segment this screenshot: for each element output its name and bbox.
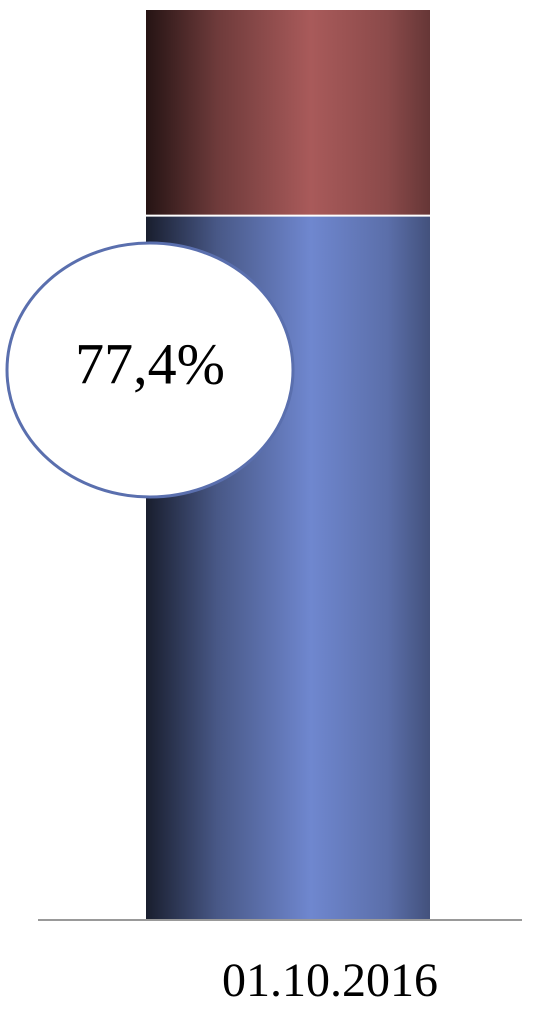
- x-tick-label: 01.10.2016: [222, 954, 438, 1007]
- value-label: 77,4%: [75, 331, 225, 396]
- value-label-bubble: [5, 241, 295, 499]
- bar-shading: [146, 10, 430, 216]
